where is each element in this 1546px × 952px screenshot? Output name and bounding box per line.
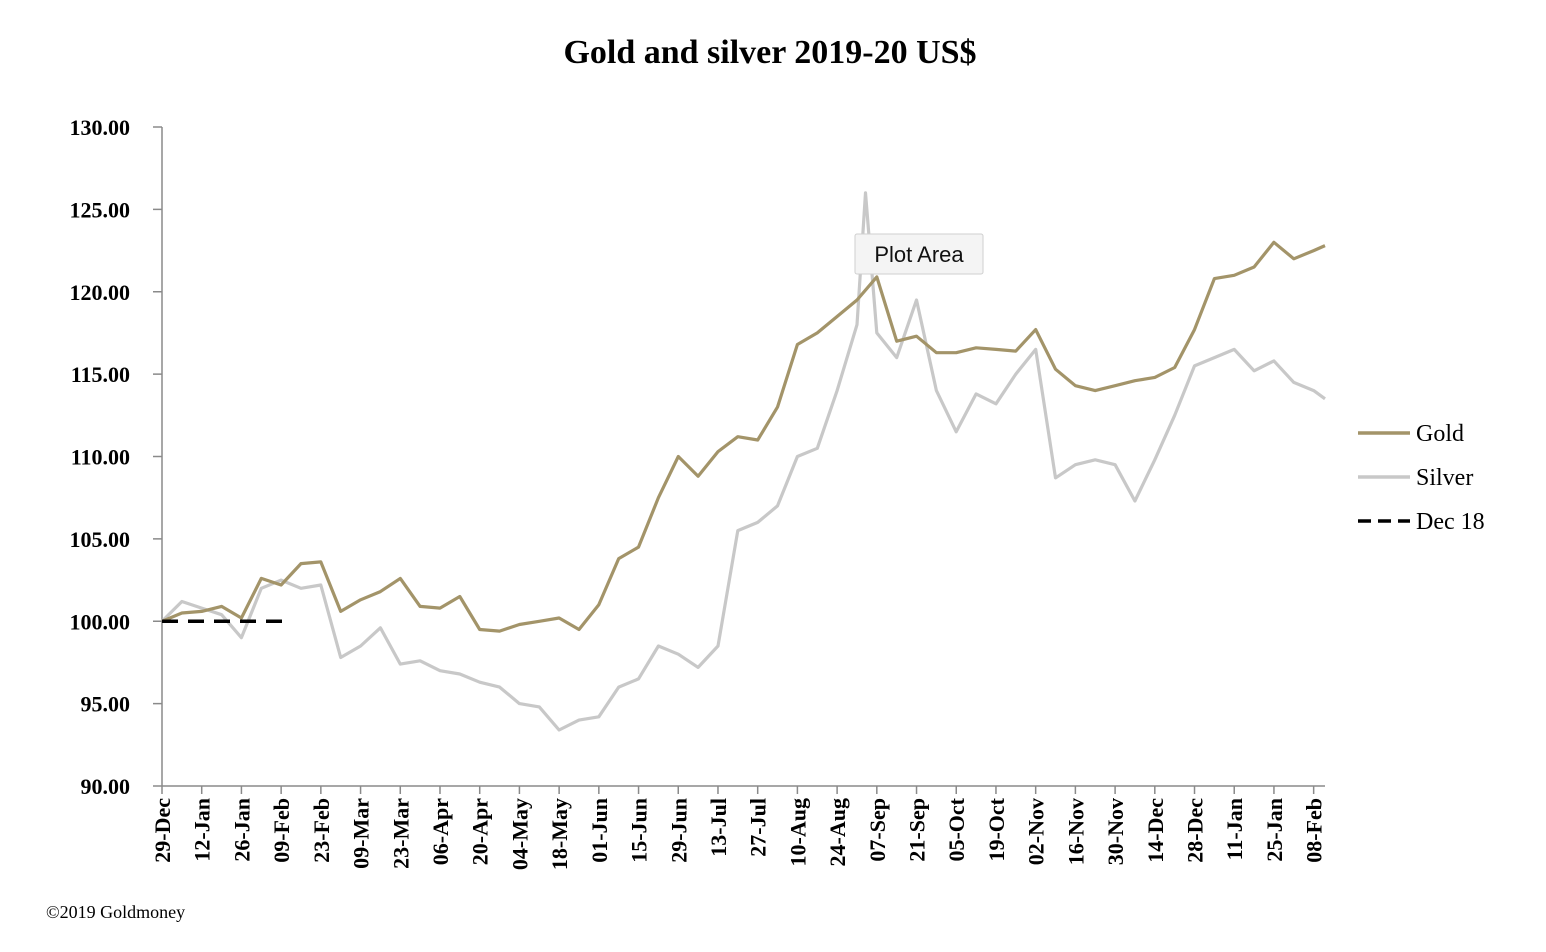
y-tick-label: 120.00	[70, 280, 131, 305]
x-tick-label: 30-Nov	[1103, 798, 1128, 865]
y-tick-label: 130.00	[70, 115, 131, 140]
x-tick-label: 04-May	[507, 798, 532, 870]
x-tick-label: 05-Oct	[944, 797, 969, 861]
x-tick-label: 10-Aug	[785, 798, 810, 866]
y-tick-label: 95.00	[81, 692, 131, 717]
series-layer	[160, 191, 1326, 732]
tooltip-box	[854, 233, 984, 275]
plot-area-rect[interactable]	[162, 127, 1325, 786]
x-tick-label: 20-Apr	[468, 798, 493, 865]
x-tick-label: 14-Dec	[1143, 798, 1168, 863]
y-tick-label: 105.00	[70, 527, 131, 552]
x-tick-label: 27-Jul	[746, 798, 771, 857]
x-tick-label: 29-Dec	[150, 798, 175, 863]
series-line-gold	[161, 240, 1326, 633]
x-tick-label: 09-Mar	[349, 798, 374, 869]
x-tick-label: 16-Nov	[1063, 798, 1088, 865]
x-tick-label: 07-Sep	[865, 798, 890, 862]
x-tick-label: 19-Oct	[984, 797, 1009, 861]
x-tick-label: 25-Jan	[1262, 798, 1287, 862]
y-tick-label: 115.00	[71, 362, 130, 387]
y-tick-label: 125.00	[70, 197, 131, 222]
tooltip-label: Plot Area	[874, 242, 964, 267]
x-tick-label: 01-Jun	[587, 798, 612, 863]
plot-area-tooltip: Plot Area	[854, 233, 984, 275]
x-tick-label: 23-Mar	[388, 798, 413, 869]
copyright-notice: ©2019 Goldmoney	[46, 902, 185, 922]
y-tick-label: 110.00	[71, 445, 130, 470]
legend-label: Gold	[1416, 421, 1464, 447]
x-tick-label: 02-Nov	[1024, 798, 1049, 865]
x-axis: 29-Dec 12-Jan 26-Jan 09-Feb 23-Feb 09-Mar 23-M…	[150, 785, 1327, 870]
x-tick-label: 09-Feb	[269, 798, 294, 863]
x-tick-label: 18-May	[547, 798, 572, 870]
y-tick-label: 90.00	[81, 774, 131, 799]
series-line-silver	[160, 191, 1326, 732]
x-tick-label: 28-Dec	[1183, 798, 1208, 863]
x-tick-label: 11-Jan	[1222, 798, 1247, 860]
plot-area[interactable]	[162, 127, 1325, 786]
y-axis: 90.00 95.00 100.00 105.00 110.00 115.00 120.00…	[70, 115, 163, 799]
legend: Gold Silver Dec 18	[1358, 421, 1485, 535]
x-tick-label: 26-Jan	[229, 798, 254, 862]
chart-title: Gold and silver 2019-20 US$	[563, 34, 976, 71]
x-tick-label: 15-Jun	[627, 798, 652, 863]
x-tick-label: 13-Jul	[706, 798, 731, 857]
legend-label: Dec 18	[1416, 509, 1485, 535]
y-tick-label: 100.00	[70, 609, 131, 634]
x-tick-label: 24-Aug	[825, 798, 850, 866]
x-tick-label: 23-Feb	[309, 798, 334, 863]
x-tick-label: 29-Jun	[666, 798, 691, 863]
legend-label: Silver	[1416, 465, 1473, 491]
x-tick-label: 08-Feb	[1302, 798, 1327, 863]
x-tick-label: 06-Apr	[428, 798, 453, 865]
x-tick-label: 12-Jan	[190, 798, 215, 862]
x-tick-label: 21-Sep	[905, 798, 930, 862]
